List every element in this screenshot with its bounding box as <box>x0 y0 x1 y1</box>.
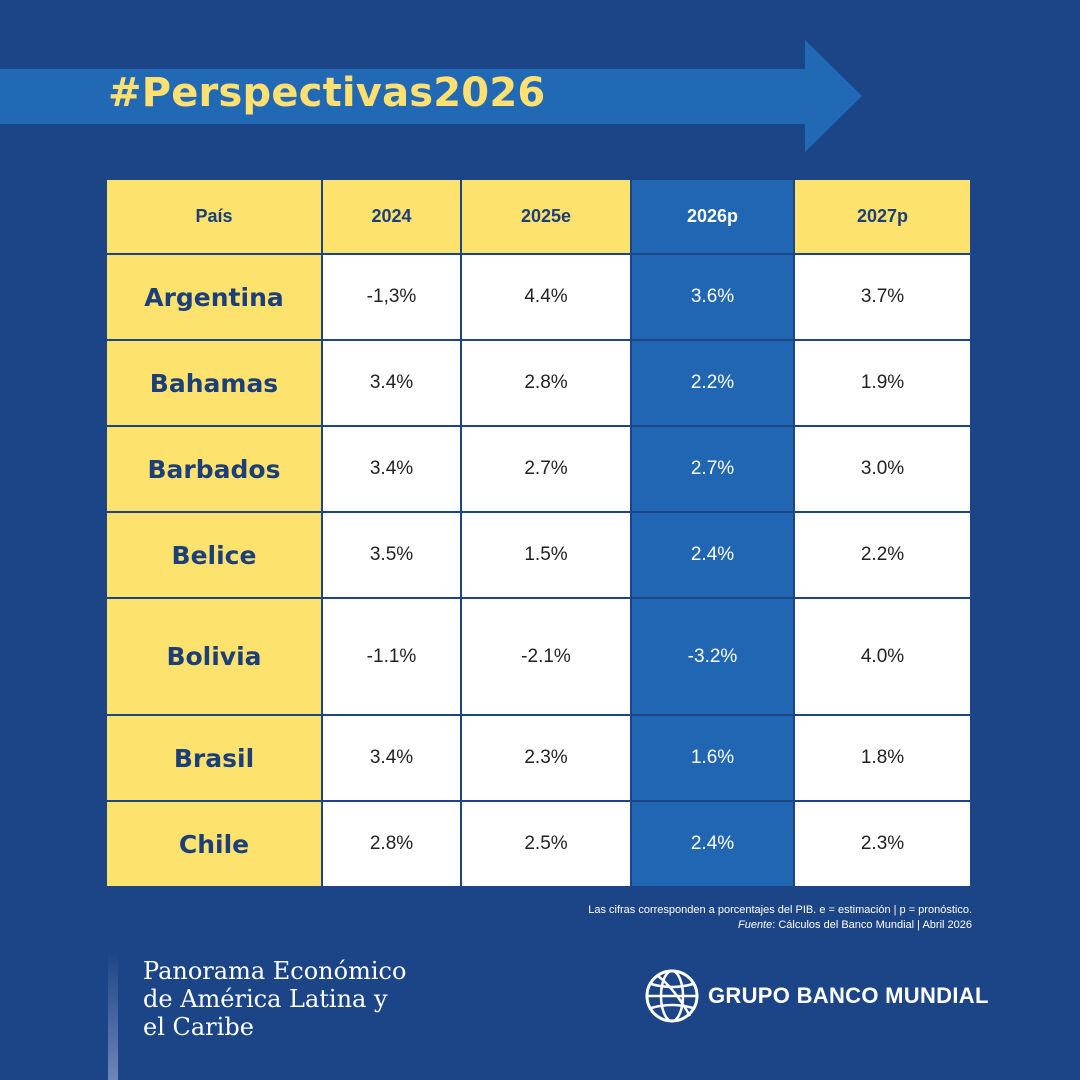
cell-2024: 3.4% <box>322 426 461 512</box>
organization-name: GRUPO BANCO MUNDIAL <box>708 983 989 1008</box>
cell-2025e: 2.7% <box>461 426 631 512</box>
cell-2027p: 3.0% <box>794 426 971 512</box>
cell-2025e: 2.8% <box>461 340 631 426</box>
row-country: Bolivia <box>106 598 322 715</box>
cell-2025e: 4.4% <box>461 254 631 340</box>
cell-2026p: 2.4% <box>631 801 794 887</box>
cell-2027p: 3.7% <box>794 254 971 340</box>
gdp-forecast-table: País 2024 2025e 2026p 2027p Argentina -1… <box>106 179 971 887</box>
row-country: Argentina <box>106 254 322 340</box>
cell-2027p: 1.8% <box>794 715 971 801</box>
cell-2024: 3.5% <box>322 512 461 598</box>
row-country: Chile <box>106 801 322 887</box>
header-2024: 2024 <box>322 179 461 254</box>
header-2027p: 2027p <box>794 179 971 254</box>
header-country: País <box>106 179 322 254</box>
footnote: Las cifras corresponden a porcentajes de… <box>588 903 972 933</box>
row-country: Barbados <box>106 426 322 512</box>
cell-2026p: 2.2% <box>631 340 794 426</box>
cell-2025e: 1.5% <box>461 512 631 598</box>
row-country: Belice <box>106 512 322 598</box>
row-country: Brasil <box>106 715 322 801</box>
header-2026p: 2026p <box>631 179 794 254</box>
source-label: Fuente <box>737 919 773 931</box>
cell-2025e: 2.3% <box>461 715 631 801</box>
cell-2024: -1.1% <box>322 598 461 715</box>
row-country: Bahamas <box>106 340 322 426</box>
cell-2025e: 2.5% <box>461 801 631 887</box>
cell-2024: 2.8% <box>322 801 461 887</box>
report-name-line: el Caribe <box>143 1013 254 1041</box>
cell-2026p: 2.4% <box>631 512 794 598</box>
brand-divider <box>108 952 118 1080</box>
title-banner <box>0 40 864 152</box>
header-2025e: 2025e <box>461 179 631 254</box>
cell-2026p: -3.2% <box>631 598 794 715</box>
report-name-line: Panorama Económico <box>143 957 407 985</box>
report-name: Panorama Económico de América Latina y e… <box>143 957 406 1041</box>
cell-2026p: 1.6% <box>631 715 794 801</box>
cell-2027p: 4.0% <box>794 598 971 715</box>
footnote-source: Fuente: Cálculos del Banco Mundial | Abr… <box>588 918 972 933</box>
world-bank-globe-icon <box>644 968 700 1024</box>
footnote-definitions: Las cifras corresponden a porcentajes de… <box>588 904 972 916</box>
report-name-line: de América Latina y <box>143 985 388 1013</box>
cell-2024: -1,3% <box>322 254 461 340</box>
cell-2024: 3.4% <box>322 715 461 801</box>
cell-2025e: -2.1% <box>461 598 631 715</box>
cell-2027p: 2.2% <box>794 512 971 598</box>
cell-2026p: 3.6% <box>631 254 794 340</box>
cell-2024: 3.4% <box>322 340 461 426</box>
cell-2027p: 2.3% <box>794 801 971 887</box>
page-title: #Perspectivas2026 <box>108 70 546 116</box>
cell-2027p: 1.9% <box>794 340 971 426</box>
source-text: : Cálculos del Banco Mundial | Abril 202… <box>772 919 972 931</box>
cell-2026p: 2.7% <box>631 426 794 512</box>
arrow-shape <box>0 40 862 152</box>
